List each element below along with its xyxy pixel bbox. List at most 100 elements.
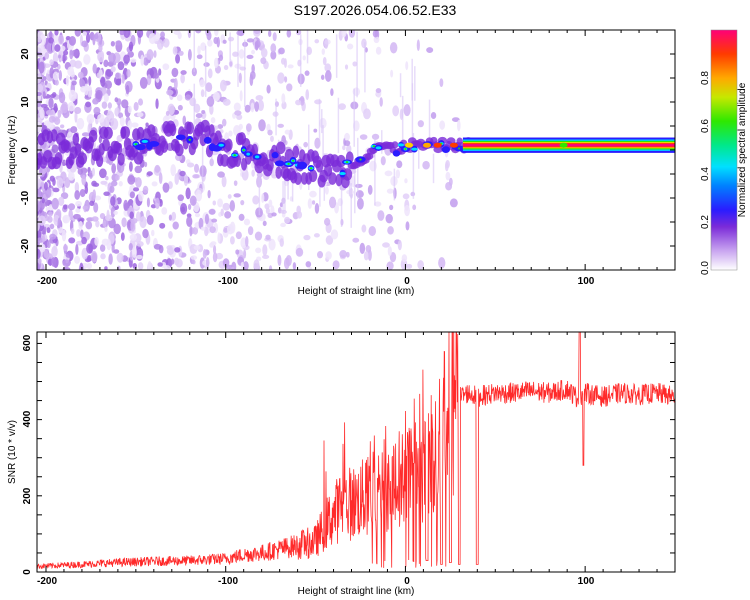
noise-blob: [69, 49, 74, 60]
noise-blob: [382, 242, 390, 248]
noise-blob: [211, 218, 218, 223]
noise-blob: [204, 213, 209, 225]
noise-blob: [98, 44, 103, 53]
noise-blob: [187, 203, 192, 211]
x-tick-label-bottom: 100: [578, 576, 595, 587]
noise-blob: [119, 30, 125, 36]
noise-blob: [379, 97, 383, 107]
noise-blob: [284, 216, 291, 224]
noise-blob: [262, 254, 270, 260]
noise-blob: [127, 174, 136, 185]
noise-blob: [121, 99, 129, 109]
x-tick-label-bottom: 0: [404, 576, 410, 587]
signal-blob: [120, 126, 131, 139]
signal-blob: [446, 137, 456, 145]
noise-blob: [422, 160, 430, 170]
noise-blob: [98, 168, 107, 179]
noise-blob: [76, 229, 81, 237]
noise-blob: [217, 124, 224, 130]
noise-blob: [65, 252, 73, 258]
noise-blob: [103, 191, 110, 197]
noise-blob: [237, 30, 245, 37]
signal-blob: [342, 168, 353, 181]
noise-blob: [361, 38, 367, 49]
noise-blob: [250, 102, 255, 113]
snr-frame: [36, 331, 676, 573]
noise-streak: [357, 137, 359, 199]
noise-blob: [346, 43, 354, 50]
noise-blob: [280, 222, 286, 228]
noise-blob: [71, 80, 77, 86]
noise-blob: [104, 266, 108, 270]
noise-blob: [363, 108, 371, 120]
noise-blob: [174, 173, 180, 185]
noise-blob: [37, 200, 41, 212]
noise-blob: [58, 70, 62, 81]
noise-blob: [254, 101, 259, 112]
noise-blob: [64, 177, 71, 189]
noise-blob: [81, 174, 87, 186]
noise-blob: [110, 206, 116, 218]
signal-blob: [117, 153, 125, 166]
signal-blob: [336, 154, 346, 168]
noise-blob: [314, 203, 320, 214]
noise-blob: [224, 211, 232, 219]
tone-hotspot: [405, 142, 414, 148]
noise-blob: [113, 210, 118, 215]
noise-blob: [40, 103, 48, 108]
noise-blob: [73, 213, 81, 220]
noise-blob: [342, 145, 346, 151]
noise-blob: [186, 215, 193, 227]
noise-blob: [245, 123, 252, 132]
noise-blob: [184, 94, 192, 101]
noise-streak: [244, 39, 246, 108]
noise-blob: [175, 54, 181, 64]
noise-blob: [105, 176, 109, 181]
noise-blob: [322, 56, 327, 66]
noise-blob: [445, 171, 451, 181]
noise-blob: [177, 32, 182, 40]
noise-blob: [182, 115, 187, 126]
noise-blob: [359, 242, 366, 255]
noise-blob: [330, 88, 334, 96]
noise-blob: [243, 218, 251, 226]
noise-blob: [162, 182, 170, 193]
noise-blob: [385, 213, 393, 224]
noise-blob: [37, 178, 41, 189]
noise-blob: [198, 217, 204, 230]
noise-blob: [390, 69, 394, 78]
noise-blob: [324, 70, 332, 82]
noise-blob: [365, 244, 372, 253]
spectrogram-ticks: [37, 30, 676, 270]
noise-blob: [154, 164, 161, 173]
noise-blob: [222, 202, 230, 211]
noise-blob: [203, 62, 210, 67]
noise-blob: [43, 181, 48, 191]
noise-blob: [307, 198, 313, 209]
noise-blob: [110, 66, 116, 73]
noise-blob: [127, 105, 132, 114]
noise-blob: [74, 255, 81, 264]
noise-blob: [179, 170, 186, 177]
noise-blob: [332, 260, 340, 270]
signal-core: [392, 150, 401, 157]
noise-blob: [136, 241, 144, 247]
signal-core-hot: [397, 143, 405, 147]
signal-core-peak: [372, 145, 376, 148]
noise-blob: [101, 101, 108, 109]
noise-streak: [322, 125, 324, 182]
noise-blob: [406, 263, 413, 269]
x-tick-label-bottom: -100: [218, 576, 238, 587]
noise-blob: [150, 204, 157, 209]
noise-blob: [117, 162, 125, 174]
noise-blob: [117, 61, 125, 71]
noise-blob: [451, 117, 460, 122]
noise-blob: [175, 258, 183, 268]
noise-blob: [309, 190, 317, 198]
noise-blob: [74, 181, 80, 193]
noise-blob: [120, 232, 125, 241]
noise-blob: [75, 208, 81, 213]
noise-blob: [403, 104, 411, 117]
noise-blob: [61, 101, 69, 114]
noise-blob: [247, 226, 254, 236]
